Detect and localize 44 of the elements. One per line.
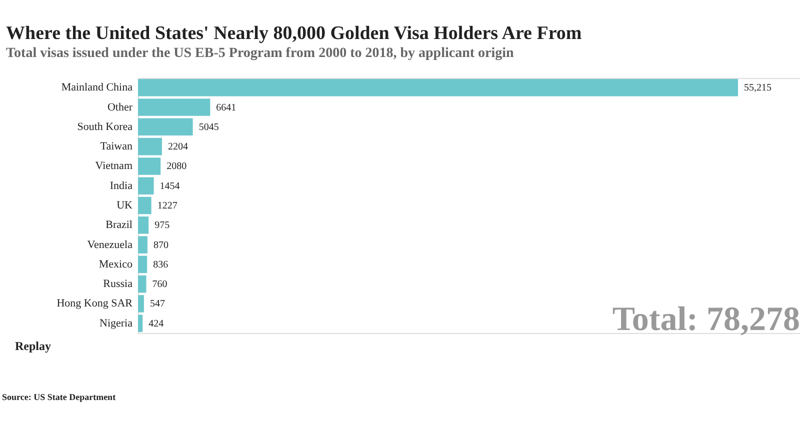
bar — [138, 118, 193, 136]
bar — [138, 138, 162, 156]
y-tick-label: Mexico — [98, 258, 133, 270]
chart-subtitle: Total visas issued under the US EB-5 Program from 2000 to 2018, by applicant origin — [6, 46, 514, 61]
bar — [138, 216, 149, 234]
bar — [138, 236, 148, 254]
bar — [138, 196, 152, 214]
chart-title: Where the United States' Nearly 80,000 Golden Visa Holders Are From — [6, 23, 582, 44]
bar — [138, 256, 148, 274]
source-note: Source: US State Department — [2, 392, 116, 402]
data-label: 547 — [150, 298, 165, 310]
y-tick-label: Russia — [103, 278, 133, 290]
data-label: 1227 — [157, 200, 178, 212]
y-tick-label: Vietnam — [95, 160, 133, 172]
bar — [138, 98, 210, 116]
data-label: 2080 — [166, 161, 187, 172]
data-label: 1454 — [160, 180, 180, 192]
data-label: 760 — [152, 279, 168, 290]
data-label: 870 — [153, 240, 168, 251]
data-label: 2204 — [168, 142, 188, 153]
bar — [138, 314, 143, 332]
y-tick-label: Other — [107, 101, 133, 114]
y-tick-label: Hong Kong SAR — [56, 298, 134, 310]
y-tick-label: India — [110, 180, 133, 192]
y-tick-label: South Korea — [77, 120, 133, 133]
y-tick-label: Taiwan — [100, 140, 133, 153]
data-label: 6641 — [216, 102, 236, 114]
y-tick-label: Nigeria — [100, 317, 133, 330]
y-tick-label: Mainland China — [61, 82, 133, 94]
data-label: 424 — [148, 318, 164, 330]
bar — [138, 78, 738, 96]
data-label: 836 — [153, 259, 168, 270]
data-label: 55,215 — [744, 82, 772, 94]
bar — [138, 275, 146, 293]
bar — [138, 295, 144, 312]
text: Replay — [15, 339, 51, 353]
annotation: Total: 78,278 — [612, 301, 800, 338]
bar — [138, 158, 161, 175]
data-label: 975 — [154, 220, 170, 232]
bar — [138, 177, 154, 194]
y-tick-label: Venezuela — [87, 238, 133, 251]
y-tick-label: UK — [116, 200, 133, 212]
data-label: 5045 — [198, 122, 219, 133]
y-tick-label: Brazil — [106, 219, 132, 232]
